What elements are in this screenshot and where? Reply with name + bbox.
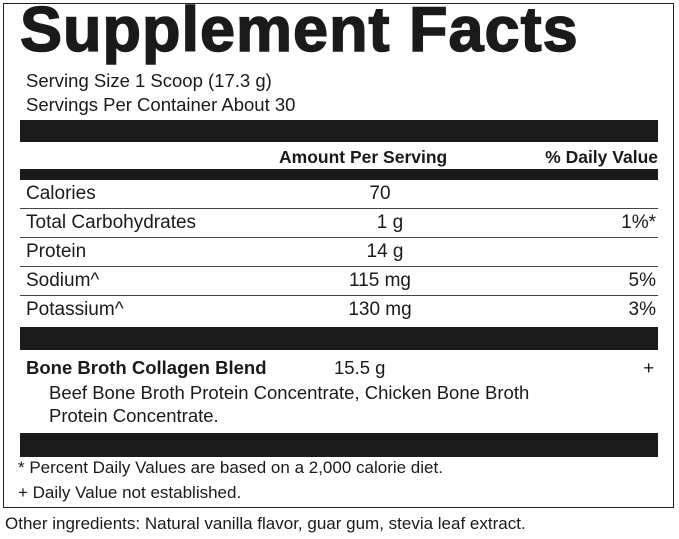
blend-dv: + xyxy=(643,357,654,378)
nutrient-row: Calories 70 xyxy=(20,180,658,209)
divider-bar xyxy=(20,120,658,142)
divider-bar xyxy=(20,327,658,350)
divider-bar xyxy=(20,433,658,457)
nutrient-amount: 115 mg xyxy=(349,270,411,291)
nutrient-dv: 3% xyxy=(628,299,656,320)
daily-value-header: % Daily Value xyxy=(545,147,658,167)
blend-amount: 15.5 g xyxy=(334,357,386,378)
divider-bar xyxy=(20,169,658,180)
amount-header: Amount Per Serving xyxy=(279,147,448,167)
blend-name: Bone Broth Collagen Blend xyxy=(26,357,267,378)
supplement-facts-panel xyxy=(3,3,674,508)
blend-ingredients: Beef Bone Broth Protein Concentrate, Chi… xyxy=(49,382,530,403)
nutrient-amount: 1 g xyxy=(376,212,404,233)
nutrient-name: Total Carbohydrates xyxy=(26,212,197,233)
nutrient-row: Sodium^ 115 mg 5% xyxy=(20,267,658,296)
nutrient-name: Calories xyxy=(26,183,96,204)
nutrient-name: Potassium^ xyxy=(26,299,124,320)
footnote: * Percent Daily Values are based on a 2,… xyxy=(18,458,443,477)
nutrient-dv: 5% xyxy=(628,270,656,291)
nutrient-dv: 1%* xyxy=(621,212,656,233)
blend-ingredients: Protein Concentrate. xyxy=(49,405,219,426)
servings-per-container: Servings Per Container About 30 xyxy=(26,94,296,115)
serving-size: Serving Size 1 Scoop (17.3 g) xyxy=(26,70,272,91)
nutrient-row: Potassium^ 130 mg 3% xyxy=(20,296,658,325)
nutrient-row: Protein 14 g xyxy=(20,238,658,267)
nutrient-name: Sodium^ xyxy=(26,270,100,291)
nutrient-amount: 130 mg xyxy=(348,299,412,320)
nutrient-amount: 14 g xyxy=(366,241,404,262)
panel-title: Supplement Facts xyxy=(19,0,579,66)
other-ingredients: Other ingredients: Natural vanilla flavo… xyxy=(5,514,526,533)
nutrient-row: Total Carbohydrates 1 g 1%* xyxy=(20,209,658,238)
footnote: + Daily Value not established. xyxy=(18,483,242,502)
nutrient-amount: 70 xyxy=(369,183,391,204)
nutrient-name: Protein xyxy=(26,241,87,262)
